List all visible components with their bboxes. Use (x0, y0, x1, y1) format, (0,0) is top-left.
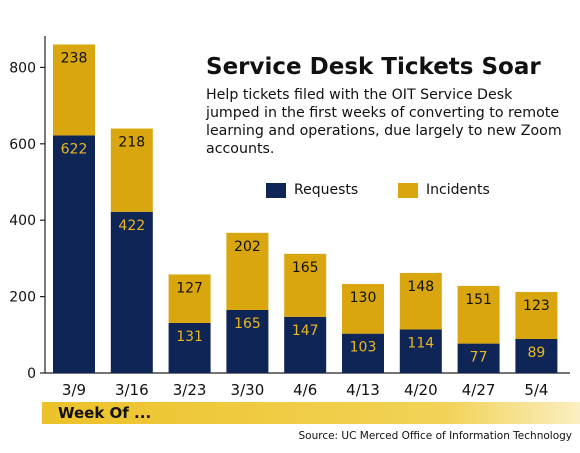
bar-requests (110, 211, 153, 373)
data-label-incidents: 151 (465, 292, 492, 308)
x-tick-label: 5/4 (524, 381, 548, 399)
data-label-requests: 114 (407, 335, 434, 351)
data-label-incidents: 165 (292, 260, 319, 276)
x-tick-label: 4/13 (346, 381, 380, 399)
bar-incidents (342, 283, 384, 334)
data-label-requests: 622 (61, 141, 88, 157)
bar-requests (168, 322, 211, 373)
data-label-incidents: 123 (523, 298, 550, 314)
bar-incidents (515, 292, 558, 340)
x-tick-label: 3/16 (115, 381, 149, 399)
x-tick-label: 3/30 (231, 381, 265, 399)
legend-label-incidents: Incidents (426, 182, 490, 198)
data-label-incidents: 148 (407, 279, 434, 295)
x-tick-label: 4/6 (293, 381, 317, 399)
data-label-requests: 77 (470, 350, 488, 366)
chart-title: Service Desk Tickets Soar (206, 54, 541, 80)
y-tick-label: 400 (9, 213, 36, 229)
data-label-requests: 165 (234, 316, 261, 332)
bar-requests (457, 343, 500, 373)
bar-incidents (284, 253, 327, 317)
bar-incidents (53, 44, 95, 136)
data-label-incidents: 238 (61, 50, 88, 66)
bar-requests (515, 339, 558, 373)
data-label-requests: 89 (527, 345, 545, 361)
data-label-incidents: 130 (350, 290, 377, 306)
x-tick-label: 3/23 (173, 381, 207, 399)
data-label-incidents: 127 (176, 280, 203, 296)
bar-requests (226, 309, 269, 373)
x-tick-label: 3/9 (62, 381, 86, 399)
legend-swatch-requests (266, 182, 286, 198)
bar-requests (53, 135, 95, 373)
bar-incidents (168, 274, 211, 323)
bars-layer: 622 238 422 218 131 127 165 202 147 165 103 130 114 1… (53, 44, 558, 373)
x-tick-label: 4/27 (462, 381, 496, 399)
x-axis-title: Week Of ... (58, 404, 152, 422)
chart-subtitle: Help tickets filed with the OIT Service … (206, 87, 562, 157)
legend-item-requests: Requests (266, 182, 358, 198)
data-label-requests: 103 (350, 340, 377, 356)
legend-swatch-incidents (398, 182, 418, 198)
source-note: Source: UC Merced Office of Information … (298, 430, 572, 442)
bar-requests (342, 333, 384, 373)
y-tick-label: 0 (27, 366, 36, 382)
x-axis-title-band: Week Of ... (42, 402, 580, 424)
bar-requests (399, 329, 442, 373)
y-tick-label: 600 (9, 137, 36, 153)
data-label-requests: 131 (176, 329, 203, 345)
y-tick-label: 800 (9, 60, 36, 76)
data-label-requests: 422 (118, 218, 145, 234)
bar-incidents (110, 128, 153, 212)
y-axis: 0 200 400 600 800 (9, 36, 46, 382)
bar-requests (284, 316, 327, 373)
bar-incidents (457, 285, 500, 344)
legend-label-requests: Requests (294, 182, 359, 198)
bar-incidents (226, 232, 269, 310)
x-axis: 3/9 3/16 3/23 3/30 4/6 4/13 4/20 4/27 5/4 (45, 372, 570, 399)
x-tick-label: 4/20 (404, 381, 438, 399)
data-label-incidents: 202 (234, 239, 261, 255)
data-label-requests: 147 (292, 323, 319, 339)
legend-item-incidents: Incidents (398, 182, 490, 198)
bar-incidents (399, 272, 442, 330)
y-tick-label: 200 (9, 290, 36, 306)
data-label-incidents: 218 (118, 135, 145, 151)
